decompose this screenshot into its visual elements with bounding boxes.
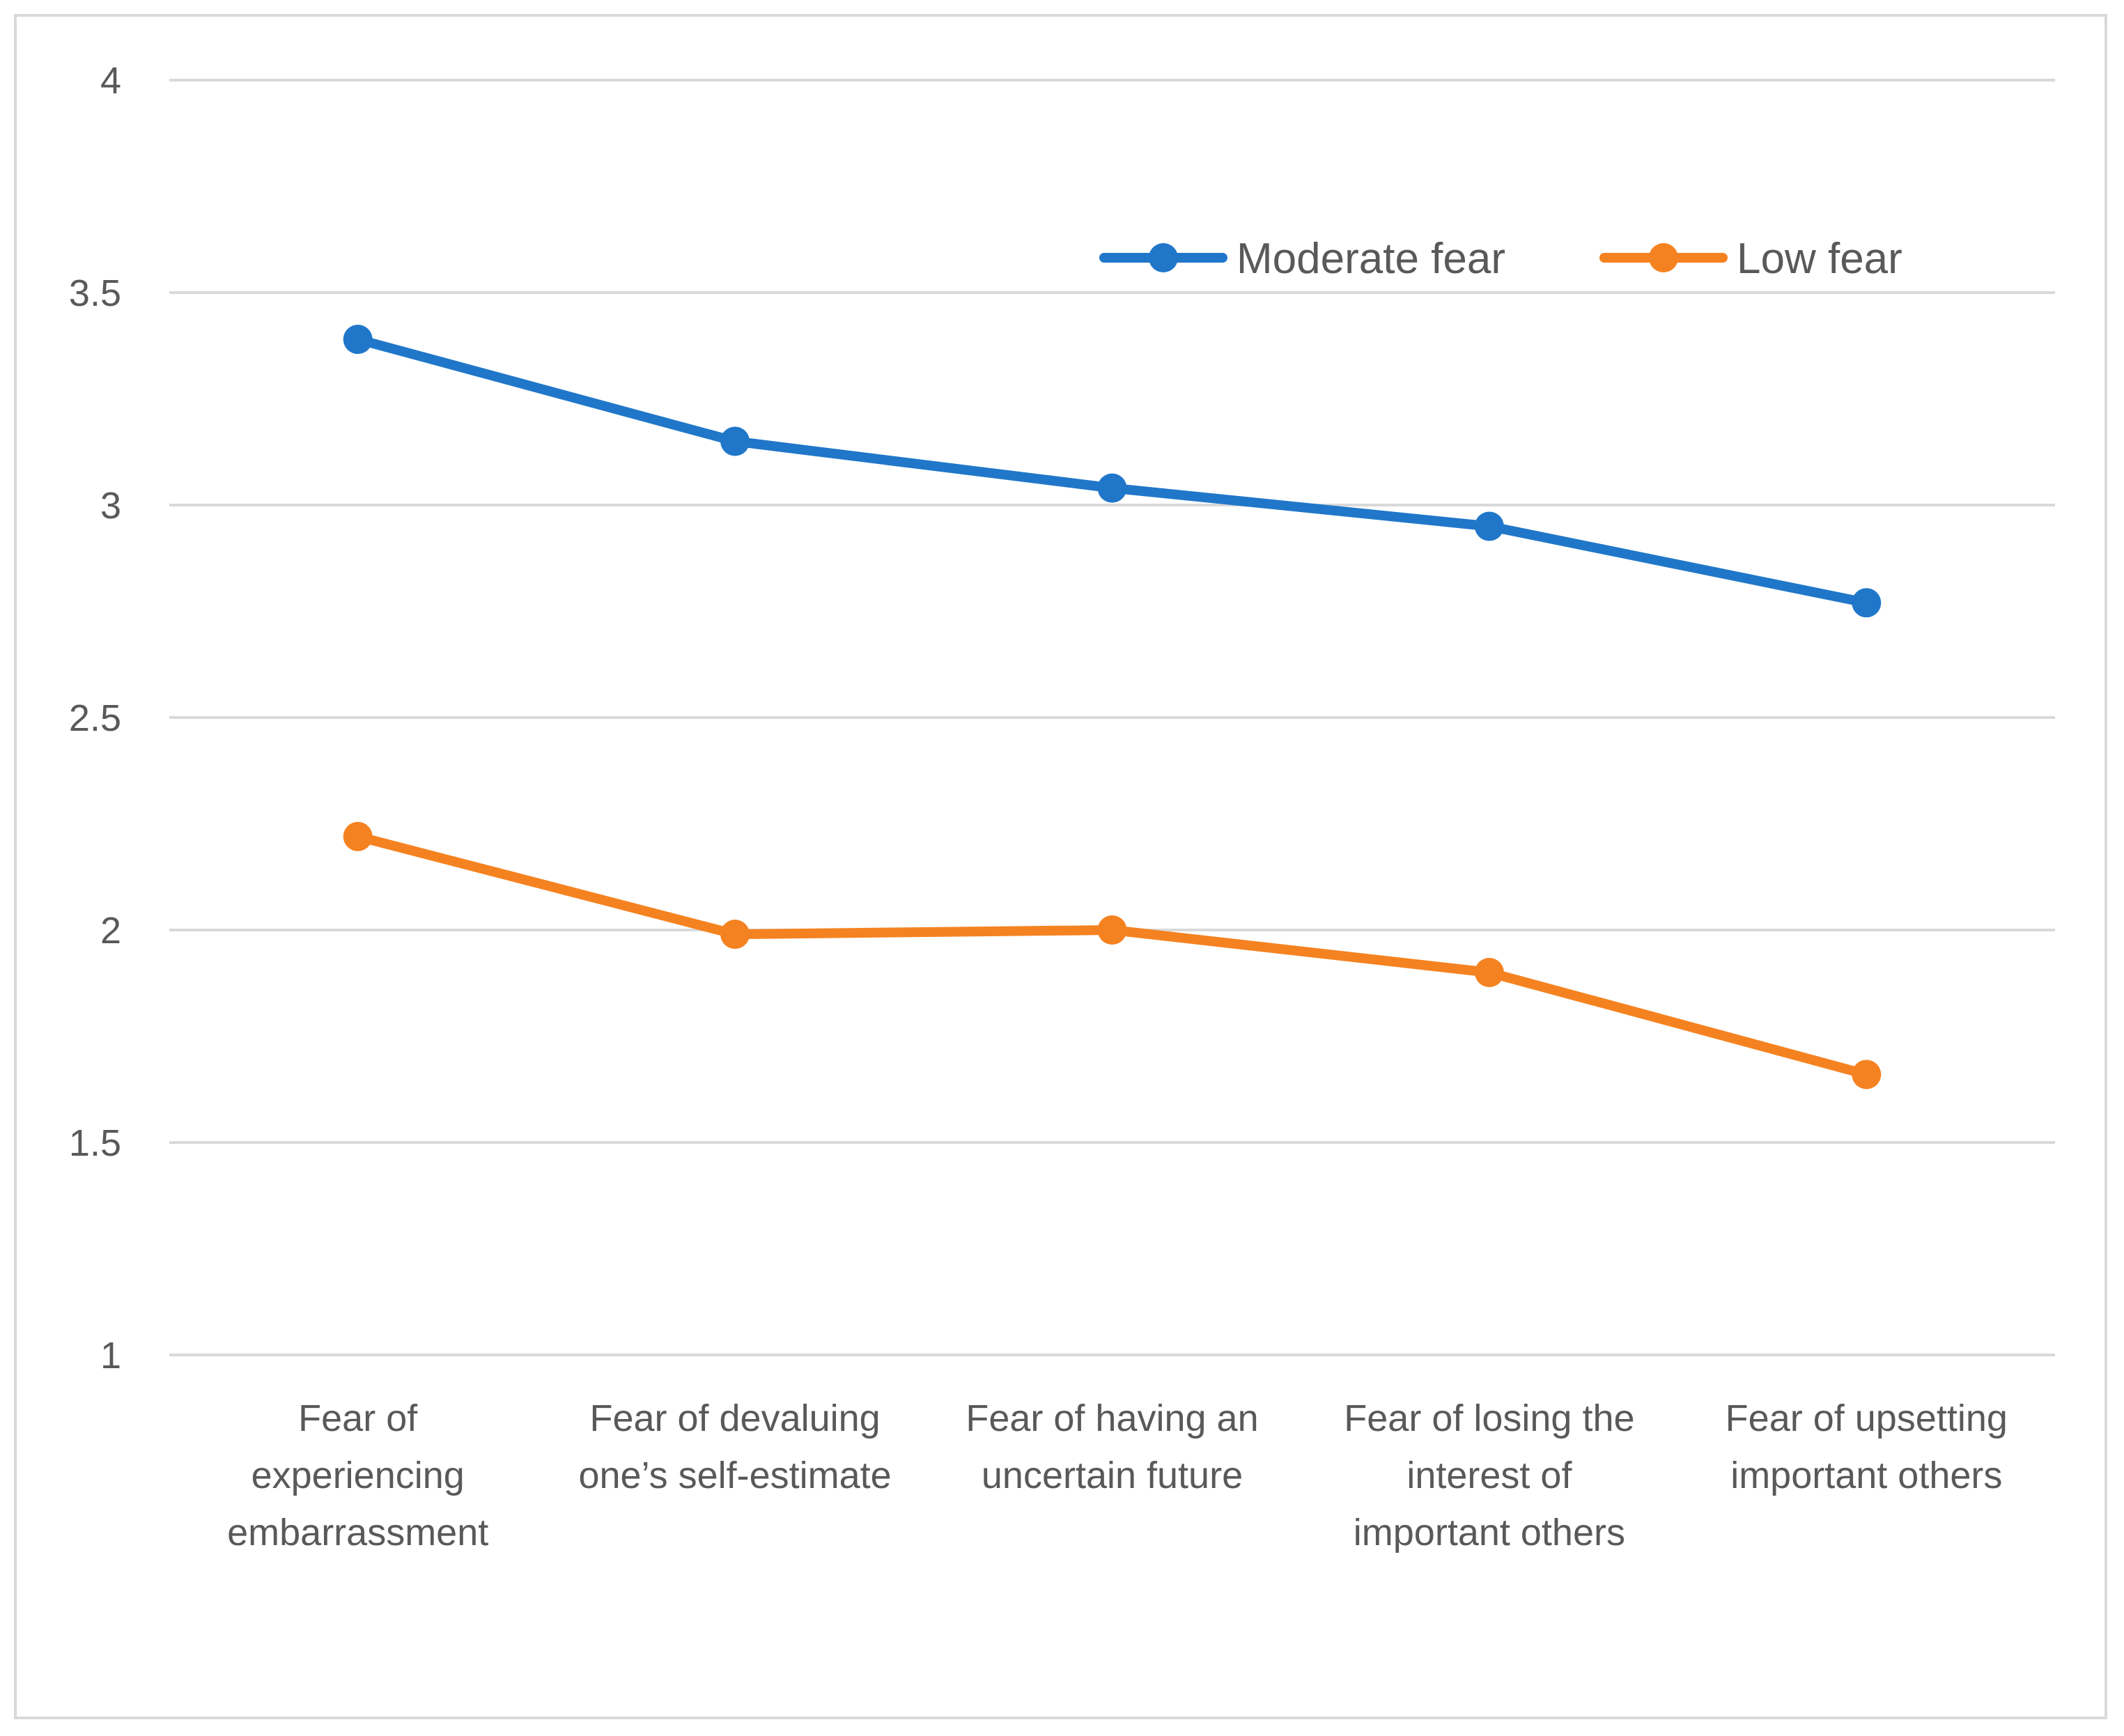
legend-item-low-fear: Low fear xyxy=(1599,235,1902,283)
x-category-label-line: one’s self-estimate xyxy=(578,1455,891,1496)
y-axis-ticks: 1 1.5 2 2.5 3 3.5 4 xyxy=(69,60,121,1377)
y-tick-label: 4 xyxy=(100,60,121,102)
x-category-label-line: important others xyxy=(1730,1455,2002,1496)
x-category-label-line: Fear of xyxy=(298,1397,418,1439)
legend-item-moderate-fear: Moderate fear xyxy=(1099,235,1505,283)
legend: Moderate fear Low fear xyxy=(1099,235,1902,283)
legend-swatch-marker xyxy=(1649,243,1678,272)
x-category-label-line: interest of xyxy=(1406,1455,1572,1496)
data-point-low-fear xyxy=(1474,958,1504,987)
data-point-low-fear xyxy=(1097,915,1127,945)
data-point-low-fear xyxy=(1852,1060,1882,1090)
y-tick-label: 2.5 xyxy=(69,697,121,739)
line-chart: 1 1.5 2 2.5 3 3.5 4 Fear of experiencing embarra… xyxy=(69,60,2055,1553)
series-layer xyxy=(343,325,1882,1090)
series-line-moderate-fear xyxy=(352,334,1872,608)
x-category-label: Fear of having an uncertain future xyxy=(966,1397,1258,1496)
data-point-low-fear xyxy=(343,821,373,851)
legend-label: Moderate fear xyxy=(1237,235,1505,283)
data-point-low-fear xyxy=(720,920,750,950)
y-tick-label: 1 xyxy=(100,1335,121,1377)
x-category-label: Fear of experiencing embarrassment xyxy=(227,1397,488,1553)
data-point-moderate-fear xyxy=(1097,473,1127,503)
x-category-label-line: Fear of upsetting xyxy=(1726,1397,2008,1439)
series-line-low-fear xyxy=(352,831,1872,1080)
x-category-label-line: Fear of losing the xyxy=(1344,1397,1634,1439)
x-category-label-line: uncertain future xyxy=(982,1455,1243,1496)
y-tick-label: 2 xyxy=(100,910,121,952)
x-category-label-line: embarrassment xyxy=(227,1512,488,1553)
x-category-label: Fear of devaluing one’s self-estimate xyxy=(578,1397,891,1496)
x-category-label-line: experiencing xyxy=(251,1455,465,1496)
chart-frame: 1 1.5 2 2.5 3 3.5 4 Fear of experiencing embarra… xyxy=(14,14,2107,1719)
y-tick-label: 3 xyxy=(100,485,121,527)
y-tick-label: 3.5 xyxy=(69,272,121,314)
data-point-moderate-fear xyxy=(1474,511,1504,541)
series-low-fear xyxy=(343,821,1882,1090)
data-point-moderate-fear xyxy=(1852,588,1882,618)
legend-swatch-marker xyxy=(1149,243,1178,272)
legend-label: Low fear xyxy=(1737,235,1902,283)
data-point-moderate-fear xyxy=(720,426,750,456)
x-axis-categories: Fear of experiencing embarrassment Fear of … xyxy=(227,1397,2008,1553)
x-category-label-line: important others xyxy=(1354,1512,1625,1553)
x-category-label: Fear of upsetting important others xyxy=(1726,1397,2008,1496)
series-moderate-fear xyxy=(343,325,1882,618)
y-tick-label: 1.5 xyxy=(69,1122,121,1164)
x-category-label-line: Fear of having an xyxy=(966,1397,1258,1439)
x-category-label-line: Fear of devaluing xyxy=(589,1397,880,1439)
x-category-label: Fear of losing the interest of important o… xyxy=(1344,1397,1634,1553)
data-point-moderate-fear xyxy=(343,325,373,355)
